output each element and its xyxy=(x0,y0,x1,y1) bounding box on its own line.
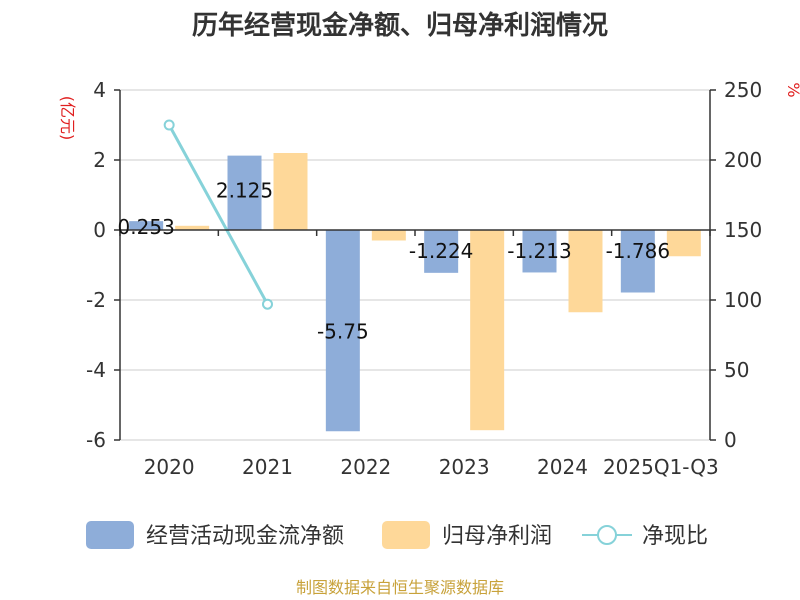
bar-netprofit xyxy=(666,230,701,257)
bar-cashflow xyxy=(522,230,557,273)
bar-netprofit xyxy=(568,230,603,313)
data-label-cashflow: 2.125 xyxy=(216,179,273,203)
data-label-cashflow: -5.75 xyxy=(317,320,369,344)
left-axis-unit: (亿元) xyxy=(58,96,77,141)
bar-cashflow xyxy=(424,230,459,273)
data-label-cashflow: -1.213 xyxy=(507,239,571,263)
category-label: 2021 xyxy=(242,455,293,479)
category-label: 2025Q1-Q3 xyxy=(603,455,719,479)
data-labels: 0.253 2.125 -5.75 -1.224 -1.213 -1.786 xyxy=(118,179,671,344)
bar-netprofit xyxy=(273,153,308,230)
right-tick-label: 150 xyxy=(724,218,762,242)
legend-swatch-cashflow xyxy=(86,521,134,549)
bar-cashflow xyxy=(620,230,655,293)
right-axis-ticks: 250 200 150 100 50 0 xyxy=(710,78,762,452)
right-tick-label: 50 xyxy=(724,358,749,382)
gridlines xyxy=(120,89,710,441)
left-tick-label: 0 xyxy=(93,218,106,242)
category-labels: 2020 2021 2022 2023 2024 2025Q1-Q3 xyxy=(144,455,719,479)
right-tick-label: 250 xyxy=(724,78,762,102)
ratio-point xyxy=(262,298,273,310)
legend-label-netprofit: 归母净利润 xyxy=(442,524,552,549)
left-tick-label: 2 xyxy=(93,148,106,172)
bars xyxy=(129,153,701,432)
legend-label-cashflow: 经营活动现金流净额 xyxy=(146,524,344,549)
right-tick-label: 100 xyxy=(724,288,762,312)
bar-netprofit xyxy=(175,225,210,230)
category-label: 2022 xyxy=(340,455,391,479)
category-label: 2020 xyxy=(144,455,195,479)
right-axis-unit: % xyxy=(784,82,800,97)
category-label: 2023 xyxy=(439,455,490,479)
legend-label-ratio: 净现比 xyxy=(642,524,708,549)
category-label: 2024 xyxy=(537,455,588,479)
source-note: 制图数据来自恒生聚源数据库 xyxy=(296,578,504,597)
axes xyxy=(119,90,711,440)
chart-title: 历年经营现金净额、归母净利润情况 xyxy=(192,10,608,41)
data-label-cashflow: -1.224 xyxy=(409,239,473,263)
legend: 经营活动现金流净额 归母净利润 净现比 xyxy=(86,521,708,549)
left-tick-label: -2 xyxy=(86,288,106,312)
left-tick-label: -6 xyxy=(86,428,106,452)
right-tick-label: 200 xyxy=(724,148,762,172)
bar-netprofit xyxy=(470,230,505,431)
bar-cashflow xyxy=(325,230,360,432)
ratio-point xyxy=(163,119,175,131)
data-label-cashflow: 0.253 xyxy=(118,215,175,239)
legend-marker-ratio xyxy=(597,525,617,545)
bar-netprofit xyxy=(371,230,406,241)
ratio-line xyxy=(163,119,273,310)
bar-cashflow xyxy=(129,221,164,230)
legend-swatch-netprofit xyxy=(382,521,430,549)
left-axis-ticks: 4 2 0 -2 -4 -6 xyxy=(86,78,120,452)
right-tick-label: 0 xyxy=(724,428,737,452)
left-tick-label: 4 xyxy=(93,78,106,102)
left-tick-label: -4 xyxy=(86,358,106,382)
ratio-line-path xyxy=(167,124,269,305)
data-label-cashflow: -1.786 xyxy=(606,239,670,263)
bar-cashflow xyxy=(227,155,262,230)
